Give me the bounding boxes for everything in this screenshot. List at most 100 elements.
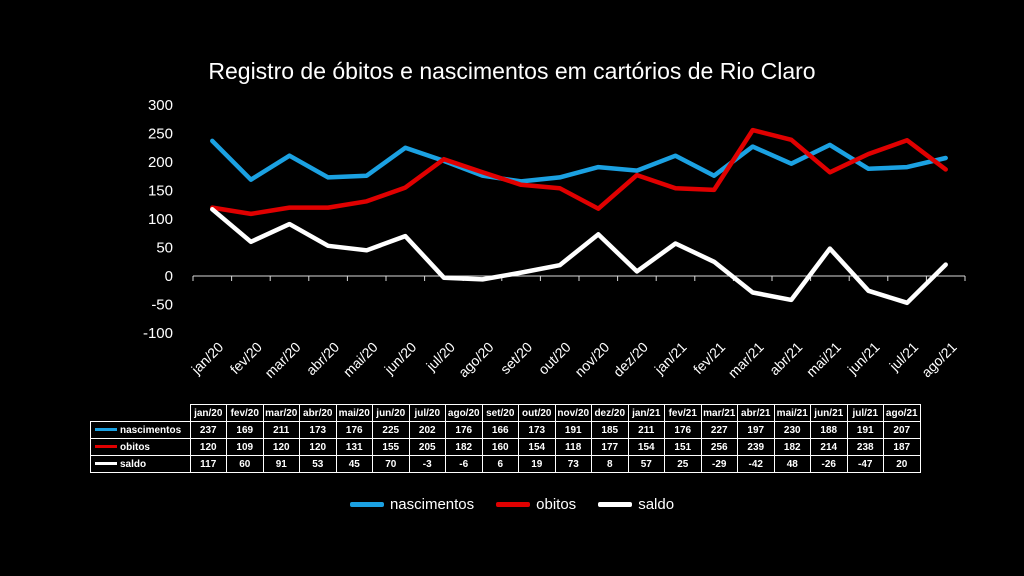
x-tick-label: fev/21 [690, 339, 728, 377]
table-cell: 151 [664, 438, 702, 456]
table-header-cell: fev/21 [664, 404, 702, 422]
table-header-cell: abr/21 [737, 404, 775, 422]
table-cell: 70 [372, 455, 410, 473]
table-cell: 197 [737, 421, 775, 439]
table-cell: 238 [846, 438, 884, 456]
table-cell: 182 [445, 438, 483, 456]
series-name: saldo [120, 458, 147, 470]
table-cell: 177 [591, 438, 629, 456]
x-tick-label: nov/20 [571, 339, 612, 380]
x-tick-label: ago/20 [455, 339, 497, 381]
table-cell: 191 [554, 421, 592, 439]
x-tick-label: fev/20 [227, 339, 265, 377]
table-cell: 91 [262, 455, 300, 473]
table-cell: 169 [226, 421, 264, 439]
y-tick-label: 100 [148, 211, 173, 228]
table-cell: 45 [335, 455, 373, 473]
table-cell: 160 [481, 438, 519, 456]
table-corner [91, 405, 191, 422]
y-tick-label: -100 [143, 325, 173, 342]
table-cell: 120 [262, 438, 300, 456]
table-cell: 211 [627, 421, 665, 439]
x-tick-label: jul/21 [886, 339, 922, 375]
table-cell: 176 [664, 421, 702, 439]
table-cell: 187 [883, 438, 921, 456]
table-cell: 191 [846, 421, 884, 439]
y-tick-label: 150 [148, 183, 173, 200]
table-cell: 185 [591, 421, 629, 439]
series-line-obitos [210, 127, 948, 217]
table-cell: -26 [810, 455, 848, 473]
series-line-saldo [210, 207, 948, 306]
table-cell: 176 [445, 421, 483, 439]
table-cell: 25 [664, 455, 702, 473]
legend: nascimentos obitos saldo [0, 496, 1024, 513]
table-header-cell: ago/21 [883, 404, 921, 422]
table-cell: 120 [189, 438, 227, 456]
legend-label: saldo [638, 496, 675, 513]
table-cell: 211 [262, 421, 300, 439]
table-header-cell: fev/20 [226, 404, 264, 422]
table-row: obitos 120 109 120 120 131 155 205 182 160 154 118 1… [90, 438, 921, 456]
y-tick-label: 50 [156, 240, 173, 257]
table-cell: 20 [883, 455, 921, 473]
legend-item-nascimentos: nascimentos [349, 496, 475, 513]
table-cell: 19 [518, 455, 556, 473]
legend-item-obitos: obitos [496, 496, 576, 513]
table-header-cell: mar/21 [700, 404, 738, 422]
table-header-cell: nov/20 [554, 404, 592, 422]
table-header-cell: dez/20 [591, 404, 629, 422]
legend-line-icon [349, 502, 384, 507]
table-cell: 118 [554, 438, 592, 456]
table-row-header: obitos [90, 438, 191, 456]
table-cell: 48 [773, 455, 811, 473]
table-cell: 57 [627, 455, 665, 473]
legend-label: obitos [536, 496, 577, 513]
x-tick-label: mai/20 [340, 339, 381, 380]
table-cell: 202 [408, 421, 446, 439]
table-cell: 8 [591, 455, 629, 473]
legend-label: nascimentos [389, 496, 475, 513]
y-tick-label: 0 [165, 268, 173, 285]
series-name: nascimentos [120, 424, 182, 436]
table-cell: 173 [518, 421, 556, 439]
x-tick-label: abr/21 [766, 339, 806, 379]
series-swatch [95, 445, 117, 449]
table-row-header: nascimentos [90, 421, 191, 439]
table-header-cell: out/20 [518, 404, 556, 422]
series-swatch [95, 428, 117, 432]
table-cell: 154 [627, 438, 665, 456]
table-cell: 225 [372, 421, 410, 439]
table-header-cell: jun/21 [810, 404, 848, 422]
chart-title: Registro de óbitos e nascimentos em cart… [208, 58, 816, 84]
table-cell: 227 [700, 421, 738, 439]
table-cell: 166 [481, 421, 519, 439]
legend-line-icon [496, 502, 531, 507]
x-tick-label: jan/20 [187, 339, 226, 378]
table-row: nascimentos 237 169 211 173 176 225 202 176 166 17… [90, 421, 921, 439]
x-tick-label: jun/20 [380, 339, 419, 378]
table-cell: -42 [737, 455, 775, 473]
table-cell: 173 [299, 421, 337, 439]
table-header-cell: ago/20 [445, 404, 483, 422]
series-lines [210, 127, 948, 306]
table-cell: -6 [445, 455, 483, 473]
table-cell: 154 [518, 438, 556, 456]
table-cell: 53 [299, 455, 337, 473]
table-header-cell: jul/21 [846, 404, 884, 422]
table-header-cell: jan/21 [627, 404, 665, 422]
table-cell: 109 [226, 438, 264, 456]
table-cell: 155 [372, 438, 410, 456]
table-cell: 237 [189, 421, 227, 439]
x-tick-label: jul/20 [422, 339, 458, 375]
series-swatch [95, 462, 117, 466]
table-cell: 182 [773, 438, 811, 456]
table-cell: 256 [700, 438, 738, 456]
table-row-header: saldo [90, 455, 191, 473]
x-tick-label: mar/20 [261, 339, 303, 381]
table-cell: 120 [299, 438, 337, 456]
table-header-cell: jan/20 [189, 404, 227, 422]
legend-item-saldo: saldo [598, 496, 674, 513]
table-cell: 207 [883, 421, 921, 439]
